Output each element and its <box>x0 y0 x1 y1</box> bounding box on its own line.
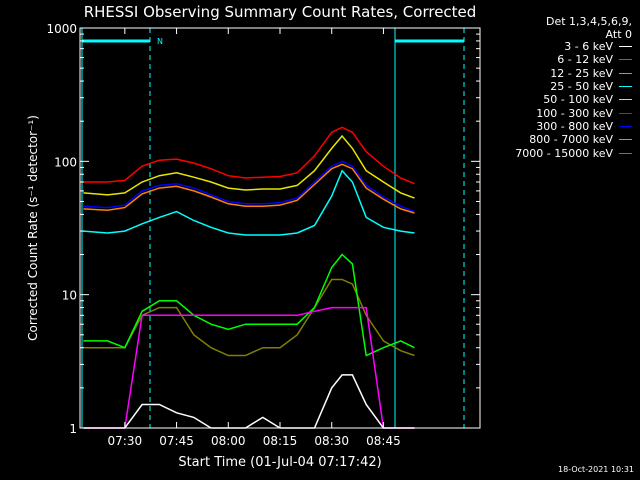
legend-entry: 100 - 300 keV <box>515 106 632 120</box>
legend-label: 800 - 7000 keV <box>529 133 613 147</box>
series-line <box>83 306 415 429</box>
legend-header: Det 1,3,4,5,6,9, Att 0 <box>546 15 632 41</box>
legend-swatch <box>619 59 632 61</box>
x-tick-label: 08:00 <box>211 434 246 448</box>
series-line <box>83 169 415 236</box>
legend-swatch <box>619 139 632 141</box>
legend-label: 7000 - 15000 keV <box>515 146 613 160</box>
legend-entry: 3 - 6 keV <box>515 40 632 53</box>
x-tick-label: 08:30 <box>314 434 349 448</box>
legend-entry: 800 - 7000 keV <box>515 133 632 146</box>
legend-entry: 25 - 50 keV <box>515 80 632 93</box>
y-tick-label: 1 <box>69 422 77 436</box>
series-line <box>83 374 415 429</box>
legend-swatch <box>619 152 632 154</box>
legend-entry: 50 - 100 keV <box>515 93 632 106</box>
plot-frame <box>79 27 481 429</box>
legend-entry: 6 - 12 keV <box>515 53 632 66</box>
legend-label: 25 - 50 keV <box>550 80 613 94</box>
legend-entry: 7000 - 15000 keV <box>515 146 632 160</box>
legend-label: 100 - 300 keV <box>536 106 613 120</box>
legend-swatch <box>619 46 632 48</box>
series-line <box>83 253 415 357</box>
x-tick-label: 08:45 <box>366 434 401 448</box>
series-line <box>83 163 415 214</box>
x-tick-label: 07:45 <box>159 434 194 448</box>
chart-title: RHESSI Observing Summary Count Rates, Co… <box>84 3 477 21</box>
legend-entry: 300 - 800 keV <box>515 120 632 133</box>
legend-label: 3 - 6 keV <box>564 40 613 54</box>
n-marker-label: N <box>157 37 163 46</box>
x-axis-label: Start Time (01-Jul-04 07:17:42) <box>178 455 381 470</box>
legend-header-line: Att 0 <box>605 28 632 41</box>
legend-label: 6 - 12 keV <box>557 53 613 67</box>
x-tick-label: 08:15 <box>263 434 298 448</box>
legend-label: 12 - 25 keV <box>550 66 613 80</box>
legend-header-line: Det 1,3,4,5,6,9, <box>545 15 632 28</box>
legend-swatch <box>619 86 632 88</box>
legend-swatch <box>619 72 632 74</box>
y-tick-label: 10 <box>62 289 77 303</box>
legend: 3 - 6 keV 6 - 12 keV 12 - 25 keV 25 - 50 ke… <box>515 40 632 160</box>
legend-swatch <box>619 112 632 114</box>
axes-layer: 07:30 07:45 08:00 08:15 08:30 08:45 1 10 100 1000 <box>46 22 480 448</box>
legend-swatch <box>619 125 632 127</box>
legend-label: 300 - 800 keV <box>536 119 613 133</box>
series-line <box>83 278 415 357</box>
datestamp: 18-Oct-2021 10:31 <box>558 465 634 474</box>
series-layer <box>83 126 415 429</box>
legend-swatch <box>619 99 632 101</box>
series-line <box>83 160 415 213</box>
y-tick-label: 100 <box>54 155 77 169</box>
x-tick-label: 07:30 <box>108 434 143 448</box>
series-line <box>83 134 415 199</box>
series-line <box>83 126 415 185</box>
y-axis-label: Corrected Count Rate (s⁻¹ detector⁻¹) <box>26 115 40 341</box>
legend-label: 50 - 100 keV <box>543 93 613 107</box>
y-tick-label: 1000 <box>46 22 77 36</box>
legend-entry: 12 - 25 keV <box>515 67 632 80</box>
annotation-layer: N <box>81 28 465 428</box>
